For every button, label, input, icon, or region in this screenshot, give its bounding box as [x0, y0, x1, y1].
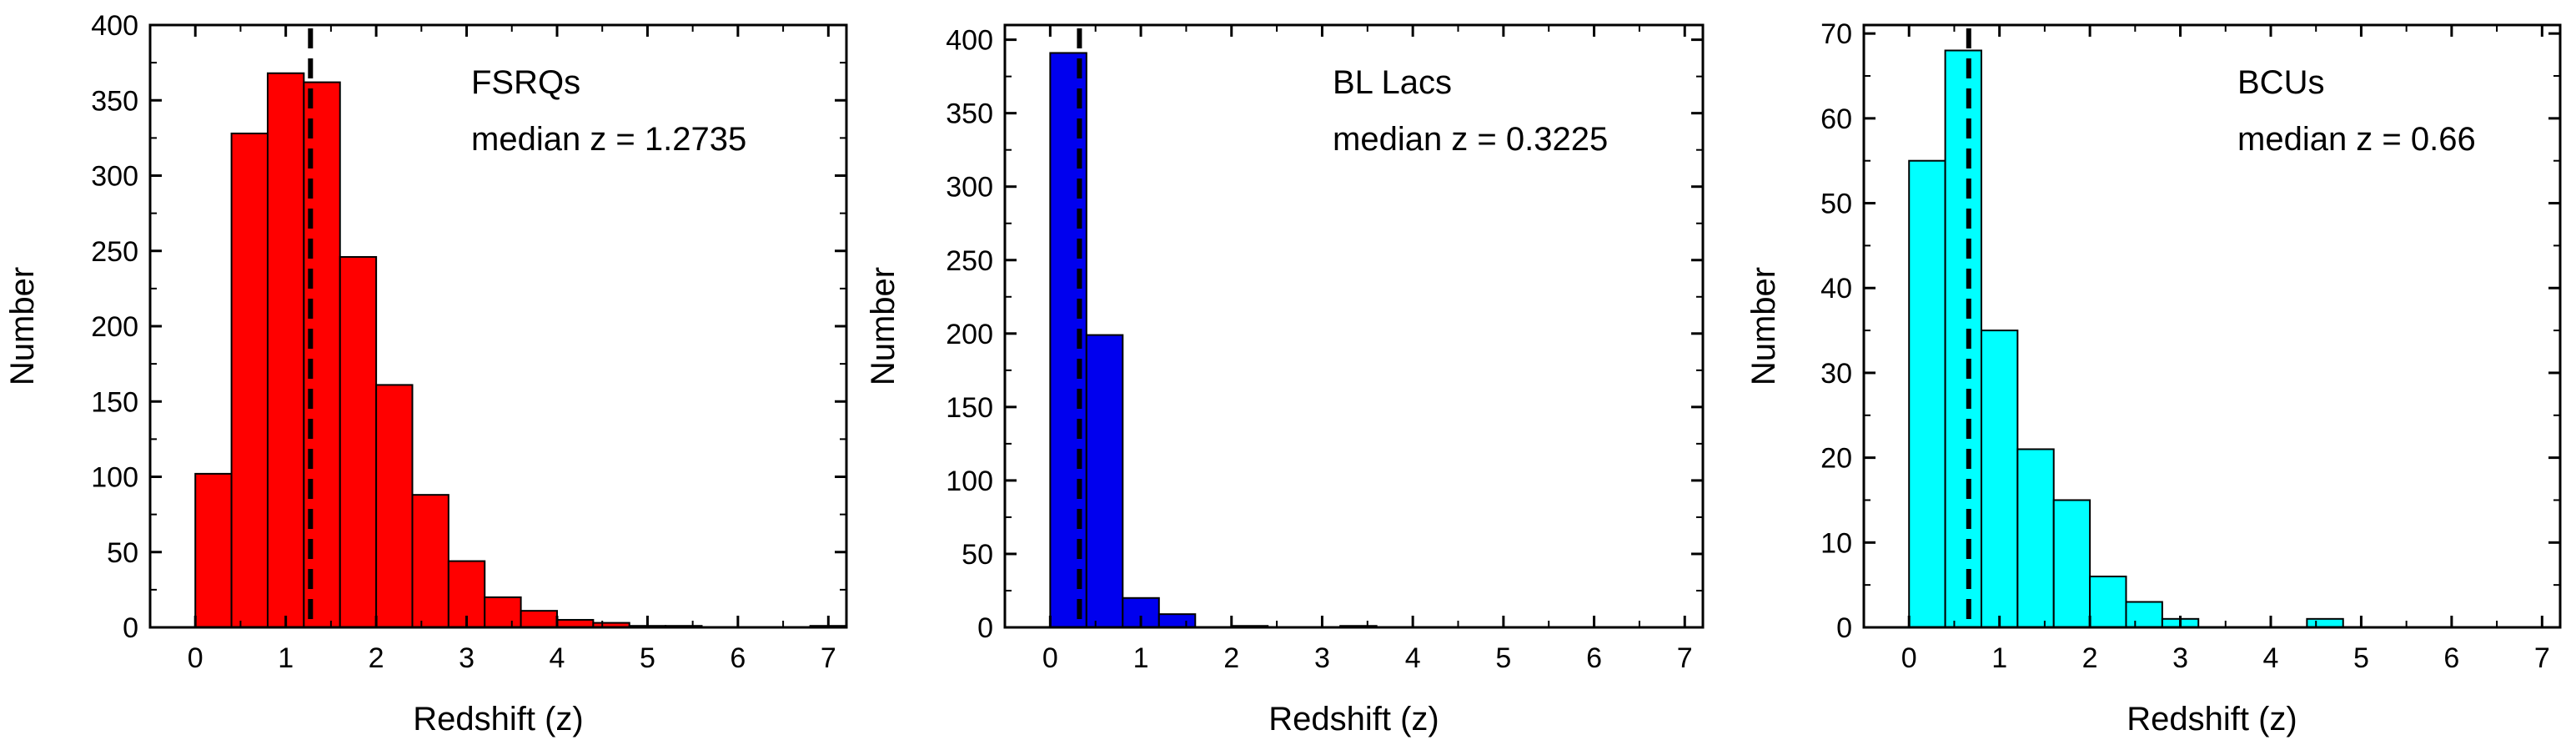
histogram-bar — [339, 255, 378, 628]
x-tick-label: 6 — [730, 642, 746, 674]
x-tick-label: 2 — [2082, 642, 2098, 674]
y-tick-label: 0 — [1836, 612, 1852, 644]
x-tick-label: 7 — [821, 642, 836, 674]
x-tick-label: 3 — [1314, 642, 1330, 674]
histogram-bar — [375, 384, 414, 628]
y-tick-label: 300 — [91, 161, 138, 193]
y-tick-label: 400 — [91, 10, 138, 42]
y-tick-label: 100 — [946, 466, 993, 497]
x-tick-label: 5 — [2353, 642, 2369, 674]
y-tick-label: 300 — [946, 172, 993, 204]
y-tick-label: 400 — [946, 25, 993, 57]
x-tick-label: 2 — [369, 642, 384, 674]
y-tick-label: 150 — [946, 392, 993, 424]
x-tick-label: 7 — [2534, 642, 2550, 674]
histogram-bar — [266, 72, 305, 628]
x-tick-label: 1 — [1991, 642, 2007, 674]
y-tick-label: 0 — [123, 612, 138, 644]
median-label: median z = 1.2735 — [471, 121, 746, 158]
x-tick-label: 1 — [278, 642, 294, 674]
x-tick-label: 1 — [1133, 642, 1149, 674]
y-tick-label: 100 — [91, 462, 138, 494]
y-tick-label: 50 — [107, 537, 138, 569]
x-tick-label: 2 — [1223, 642, 1239, 674]
class-label: FSRQs — [471, 64, 580, 101]
histogram-bar — [2125, 601, 2163, 629]
y-tick-label: 50 — [1820, 189, 1852, 220]
plot-frame — [1862, 23, 2562, 629]
y-tick-label: 10 — [1820, 527, 1852, 559]
bllac-histogram-panel: 0 1 2 3 4 5 6 7 0 50 100 150 200 250 300 350 400 Redshift… — [865, 23, 1705, 737]
x-tick-label: 4 — [1405, 642, 1421, 674]
x-tick-label: 6 — [2443, 642, 2459, 674]
x-tick-label: 3 — [2172, 642, 2188, 674]
median-label: median z = 0.3225 — [1333, 121, 1608, 158]
histogram-bar — [1085, 334, 1124, 628]
y-tick-label: 20 — [1820, 443, 1852, 475]
histogram-bar — [1944, 49, 1982, 629]
x-tick-label: 6 — [1586, 642, 1602, 674]
y-axis-title: Number — [4, 267, 41, 385]
class-label: BCUs — [2237, 64, 2324, 101]
x-tick-label: 7 — [1677, 642, 1693, 674]
x-tick-label: 5 — [640, 642, 655, 674]
y-tick-label: 350 — [946, 98, 993, 130]
y-tick-label: 50 — [962, 539, 993, 571]
x-axis-title: Redshift (z) — [413, 701, 584, 737]
y-tick-label: 30 — [1820, 358, 1852, 390]
x-tick-label: 4 — [2263, 642, 2279, 674]
y-axis-title: Number — [865, 267, 901, 385]
histogram-bar — [2089, 575, 2127, 628]
y-tick-label: 250 — [946, 245, 993, 277]
x-tick-label: 0 — [188, 642, 203, 674]
histogram-bar — [484, 596, 522, 629]
y-tick-label: 60 — [1820, 103, 1852, 135]
x-tick-label: 0 — [1901, 642, 1917, 674]
x-tick-label: 5 — [1495, 642, 1511, 674]
x-tick-label: 3 — [459, 642, 475, 674]
y-tick-label: 150 — [91, 386, 138, 418]
y-tick-label: 0 — [977, 612, 993, 644]
y-tick-label: 200 — [946, 319, 993, 350]
histogram-bar — [411, 494, 449, 628]
plot-frame — [1003, 23, 1705, 629]
histogram-bar — [230, 132, 269, 628]
histogram-bar — [2016, 448, 2055, 628]
x-axis-title: Redshift (z) — [1268, 701, 1439, 737]
fsrq-histogram-panel: 0 1 2 3 4 5 6 7 0 50 100 150 200 250 300 350 400 Redshift… — [4, 10, 848, 737]
y-tick-label: 200 — [91, 311, 138, 343]
histogram-bar — [520, 610, 558, 629]
histogram-bar — [2306, 617, 2344, 629]
y-tick-label: 70 — [1820, 18, 1852, 50]
x-tick-label: 0 — [1042, 642, 1058, 674]
histogram-bar — [1157, 613, 1197, 629]
histogram-bar — [2052, 499, 2091, 628]
y-tick-label: 350 — [91, 85, 138, 117]
class-label: BL Lacs — [1333, 64, 1452, 101]
histogram-bar — [303, 81, 341, 628]
histogram-bar — [1980, 330, 2019, 628]
histogram-bar — [194, 472, 233, 629]
y-axis-title: Number — [1745, 267, 1782, 385]
median-label: median z = 0.66 — [2237, 121, 2476, 158]
x-axis-title: Redshift (z) — [2127, 701, 2297, 737]
histogram-bar — [1908, 159, 1946, 628]
y-tick-label: 250 — [91, 236, 138, 268]
y-tick-label: 40 — [1820, 273, 1852, 305]
x-tick-label: 4 — [550, 642, 565, 674]
